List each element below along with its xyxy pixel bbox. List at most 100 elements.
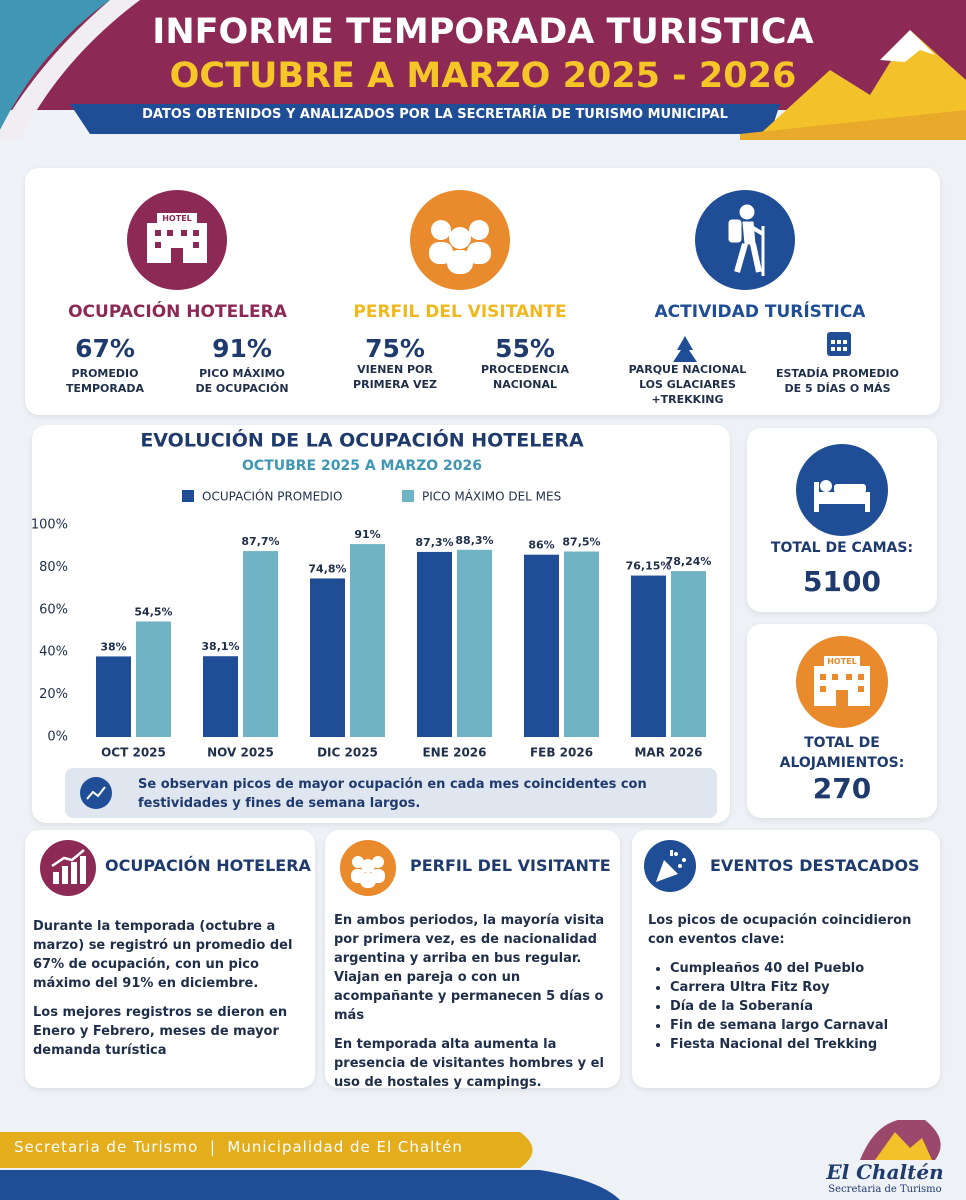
event-item: Fiesta Nacional del Trekking [670,1035,933,1054]
x-tick-label: MAR 2026 [634,746,702,760]
legend-swatch [182,490,194,502]
footer-background [0,1120,941,1200]
card-paragraph: Los picos de ocupación coincidieron con … [648,913,912,947]
activity-line: ESTADÍA PROMEDIO [775,367,900,380]
stat-value: 91% [212,334,272,363]
header-subtitle: OCTUBRE A MARZO 2025 - 2026 [169,56,797,96]
activity-line: DE 5 DÍAS O MÁS [784,382,891,395]
value-label: 86% [528,539,554,552]
event-list: Cumpleaños 40 del Pueblo Carrera Ultra F… [648,959,933,1054]
legend-label: PICO MÁXIMO DEL MES [422,489,561,504]
stat-label-line: VIENEN POR [357,363,433,376]
y-tick-label: 40% [39,645,68,660]
side-stat-label: TOTAL DE CAMAS: [770,540,914,556]
card-paragraph: Durante la temporada (octubre a marzo) s… [33,919,293,991]
stat-label: VIENEN POR PRIMERA VEZ [335,362,455,392]
side-stat-value: 270 [812,772,872,805]
bar [96,656,131,737]
bar [564,551,599,737]
y-tick-label: 0% [47,730,68,745]
activity-item: PARQUE NACIONAL LOS GLACIARES +TREKKING [620,362,755,407]
value-label: 38% [100,640,126,653]
activity-line: LOS GLACIARES [639,378,736,391]
stat-label-line: NACIONAL [493,378,557,391]
x-tick-label: ENE 2026 [422,746,486,760]
stat-value: 67% [75,334,135,363]
card-paragraph: En temporada alta aumenta la presencia d… [334,1037,604,1090]
event-item: Día de la Soberanía [670,997,933,1016]
value-label: 88,3% [455,534,493,547]
hotel-sign: HOTEL [162,214,192,223]
card-title: EVENTOS DESTACADOS [710,856,920,875]
stat-label-line: PICO MÁXIMO [199,367,285,380]
activity-line: +TREKKING [651,393,724,406]
note-icon [80,777,112,809]
stat-label-line: PROMEDIO [71,367,139,380]
x-tick-label: DIC 2025 [317,746,378,760]
summary-title: OCUPACIÓN HOTELERA [68,302,287,322]
bar [136,621,171,737]
x-tick-label: NOV 2025 [207,746,274,760]
card-paragraph: En ambos periodos, la mayoría visita por… [334,913,605,1023]
card-body: Los picos de ocupación coincidieron con … [648,911,933,1054]
header-background [0,0,966,140]
bar [457,549,492,737]
header-title: INFORME TEMPORADA TURISTICA [152,12,814,52]
value-label: 87,7% [241,535,279,548]
value-label: 78,24% [666,555,712,568]
chart-subtitle: OCTUBRE 2025 A MARZO 2026 [242,458,482,474]
bar [417,551,452,737]
y-tick-label: 60% [39,602,68,617]
value-label: 91% [354,528,380,541]
card-paragraph: Los mejores registros se dieron en Enero… [33,1005,288,1058]
chart-note-box [65,768,717,818]
bar [350,544,385,737]
side-stat-label: TOTAL DE ALOJAMIENTOS: [779,735,905,771]
stat-label-line: TEMPORADA [65,382,144,395]
stat-label: PICO MÁXIMO DE OCUPACIÓN [177,366,307,396]
stat-value: 75% [365,334,425,363]
stat-label: PROMEDIO TEMPORADA [45,366,165,396]
bed-icon [796,444,888,536]
hotel-sign: HOTEL [827,657,857,666]
card-icon [340,840,396,896]
stat-value: 55% [495,334,555,363]
card-icon [40,840,96,896]
activity-line: PARQUE NACIONAL [628,363,747,376]
card-body: Durante la temporada (octubre a marzo) s… [33,917,303,1070]
bar [671,571,706,737]
side-stat-value: 5100 [803,565,881,598]
card-title: PERFIL DEL VISITANTE [410,856,611,875]
logo-sub: Secretaria de Turismo [828,1184,942,1195]
stat-label-line: DE OCUPACIÓN [195,382,289,395]
y-tick-label: 100% [32,518,68,533]
x-tick-label: OCT 2025 [101,746,166,760]
stat-label-line: PRIMERA VEZ [353,378,437,391]
legend-label: OCUPACIÓN PROMEDIO [202,489,342,504]
y-tick-label: 80% [39,560,68,575]
event-item: Cumpleaños 40 del Pueblo [670,959,933,978]
bar [310,578,345,737]
value-label: 87,5% [562,536,600,549]
header-source: DATOS OBTENIDOS Y ANALIZADOS POR LA SECR… [142,107,728,122]
bar [524,554,559,737]
lodging-icon: HOTEL [796,636,888,728]
card-title: OCUPACIÓN HOTELERA [105,856,311,875]
footer-text: Secretaria de Turismo | Municipalidad de… [14,1138,463,1156]
summary-title: ACTIVIDAD TURÍSTICA [654,302,866,322]
bar [203,656,238,737]
event-item: Fin de semana largo Carnaval [670,1016,933,1035]
summary-title: PERFIL DEL VISITANTE [353,302,567,322]
value-label: 87,3% [415,536,453,549]
y-tick-label: 20% [39,687,68,702]
stat-label: PROCEDENCIA NACIONAL [465,362,585,392]
event-item: Carrera Ultra Fitz Roy [670,978,933,997]
bar [631,575,666,737]
bar [243,551,278,737]
activity-item: ESTADÍA PROMEDIO DE 5 DÍAS O MÁS [770,366,905,396]
summary-icons: HOTEL [127,190,851,362]
chart: EVOLUCIÓN DE LA OCUPACIÓN HOTELERA OCTUB… [32,428,712,760]
value-label: 76,15% [626,560,672,573]
stat-label-line: PROCEDENCIA [481,363,569,376]
